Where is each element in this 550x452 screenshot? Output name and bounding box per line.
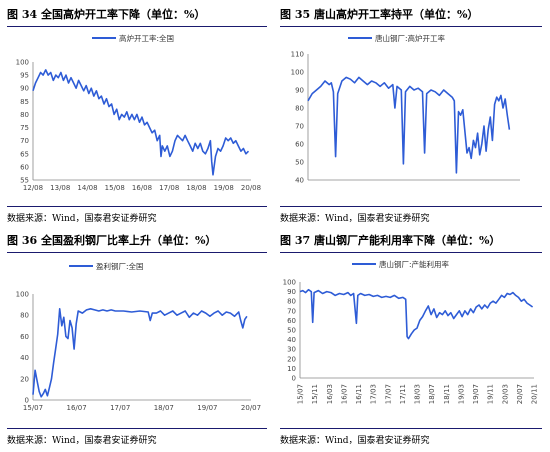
y-tick-label: 0 <box>292 375 296 383</box>
x-tick-label: 13/08 <box>50 184 70 192</box>
y-tick-label: 40 <box>287 336 296 344</box>
y-tick-label: 100 <box>291 69 304 77</box>
y-tick-label: 85 <box>20 98 29 106</box>
chart-panel-34: 图 34 全国高炉开工率下降（单位：%） 55 60 65 70 75 80 85 90 95 1… <box>7 6 267 224</box>
x-tick-label: 18/03 <box>414 384 422 404</box>
y-tick-label: 60 <box>20 333 29 341</box>
chart-panel-36: 图 36 全国盈利钢厂比率上升（单位：%） 0 20 40 60 80 100 15/07 1… <box>7 232 267 446</box>
x-tick-label: 20/11 <box>531 384 539 404</box>
x-tick-label: 19/07 <box>472 384 480 404</box>
chart-title: 图 35 唐山高炉开工率持平（单位：%） <box>280 6 542 27</box>
chart-source: 数据来源：Wind，国泰君安证券研究 <box>7 428 267 446</box>
y-tick-label: 60 <box>20 163 29 171</box>
series-line <box>307 76 511 174</box>
chart-source: 数据来源：Wind，国泰君安证券研究 <box>7 206 267 224</box>
series-line <box>299 288 534 340</box>
chart-source: 数据来源：Wind，国泰君安证券研究 <box>280 206 542 224</box>
chart-panel-35: 图 35 唐山高炉开工率持平（单位：%） 40 50 60 70 80 90 100 110 唐… <box>280 6 542 224</box>
y-tick-label: 70 <box>20 137 29 145</box>
x-tick-label: 14/08 <box>77 184 97 192</box>
y-tick-label: 110 <box>291 51 304 59</box>
y-tick-label: 75 <box>20 124 29 132</box>
y-tick-label: 0 <box>25 397 29 405</box>
x-tick-label: 17/11 <box>399 384 407 404</box>
y-tick-label: 30 <box>287 346 296 354</box>
chart-title: 图 36 全国盈利钢厂比率上升（单位：%） <box>7 232 267 253</box>
legend-label: 唐山钢厂:高炉开工率 <box>375 33 446 43</box>
x-tick-label: 17/08 <box>159 184 179 192</box>
y-tick-label: 20 <box>20 375 29 383</box>
x-tick-label: 15/07 <box>23 404 43 412</box>
chart-35-svg: 40 50 60 70 80 90 100 110 唐山钢厂:高炉开工率 <box>291 33 520 185</box>
y-tick-label: 90 <box>295 87 304 95</box>
y-tick-label: 100 <box>16 291 29 299</box>
legend-label: 高炉开工率:全国 <box>119 33 174 43</box>
y-tick-label: 80 <box>287 298 296 306</box>
y-tick-label: 40 <box>20 354 29 362</box>
y-tick-label: 40 <box>295 177 304 185</box>
y-tick-label: 90 <box>287 288 296 296</box>
chart-title: 图 34 全国高炉开工率下降（单位：%） <box>7 6 267 27</box>
y-tick-label: 90 <box>20 85 29 93</box>
x-tick-label: 17/03 <box>370 384 378 404</box>
y-tick-label: 55 <box>20 177 29 185</box>
y-tick-label: 80 <box>20 111 29 119</box>
x-tick-label: 16/03 <box>326 384 334 404</box>
chart-title: 图 37 唐山钢厂产能利用率下降（单位：%） <box>280 232 542 253</box>
x-tick-label: 20/07 <box>241 404 261 412</box>
y-tick-label: 10 <box>287 365 296 373</box>
x-tick-label: 19/07 <box>197 404 217 412</box>
y-tick-label: 65 <box>20 150 29 158</box>
y-tick-label: 100 <box>283 279 296 287</box>
x-tick-label: 19/08 <box>214 184 234 192</box>
y-tick-label: 20 <box>287 355 296 363</box>
x-tick-label: 20/07 <box>516 384 524 404</box>
y-tick-label: 60 <box>295 141 304 149</box>
legend-label: 盈利钢厂:全国 <box>96 261 144 271</box>
chart-panel-37: 图 37 唐山钢厂产能利用率下降（单位：%） 0 10 20 30 40 50 60 70 80… <box>280 232 542 446</box>
x-tick-label: 15/07 <box>297 384 305 404</box>
x-tick-label: 17/07 <box>384 384 392 404</box>
y-tick-label: 50 <box>287 327 296 335</box>
y-tick-label: 70 <box>295 123 304 131</box>
y-tick-label: 70 <box>287 307 296 315</box>
x-tick-label: 18/11 <box>443 384 451 404</box>
series-line <box>32 69 250 176</box>
x-tick-label: 17/07 <box>110 404 130 412</box>
chart-source: 数据来源：Wind，国泰君安证券研究 <box>280 428 542 446</box>
series-line <box>32 308 248 398</box>
y-tick-label: 80 <box>295 105 304 113</box>
x-tick-label: 16/07 <box>340 384 348 404</box>
x-tick-label: 18/08 <box>186 184 206 192</box>
x-tick-label: 19/03 <box>457 384 465 404</box>
x-tick-label: 15/08 <box>105 184 125 192</box>
x-tick-label: 20/08 <box>241 184 261 192</box>
x-tick-label: 16/08 <box>132 184 152 192</box>
y-tick-label: 60 <box>287 317 296 325</box>
chart-36-svg: 0 20 40 60 80 100 15/07 16/07 17/07 18/07 19/07 20/… <box>16 261 261 412</box>
x-tick-label: 15/11 <box>311 384 319 404</box>
x-tick-label: 19/11 <box>487 384 495 404</box>
y-tick-label: 50 <box>295 159 304 167</box>
legend-label: 唐山钢厂:产能利用率 <box>379 259 450 269</box>
x-tick-label: 18/07 <box>428 384 436 404</box>
chart-34-svg: 55 60 65 70 75 80 85 90 95 100 12/08 13/08 14/08 15/0… <box>16 33 261 192</box>
x-tick-label: 16/11 <box>355 384 363 404</box>
y-tick-label: 100 <box>16 59 29 67</box>
x-tick-label: 12/08 <box>23 184 43 192</box>
x-tick-label: 18/07 <box>154 404 174 412</box>
x-tick-label: 16/07 <box>67 404 87 412</box>
x-tick-label: 20/03 <box>501 384 509 404</box>
y-tick-label: 80 <box>20 312 29 320</box>
y-tick-label: 95 <box>20 72 29 80</box>
